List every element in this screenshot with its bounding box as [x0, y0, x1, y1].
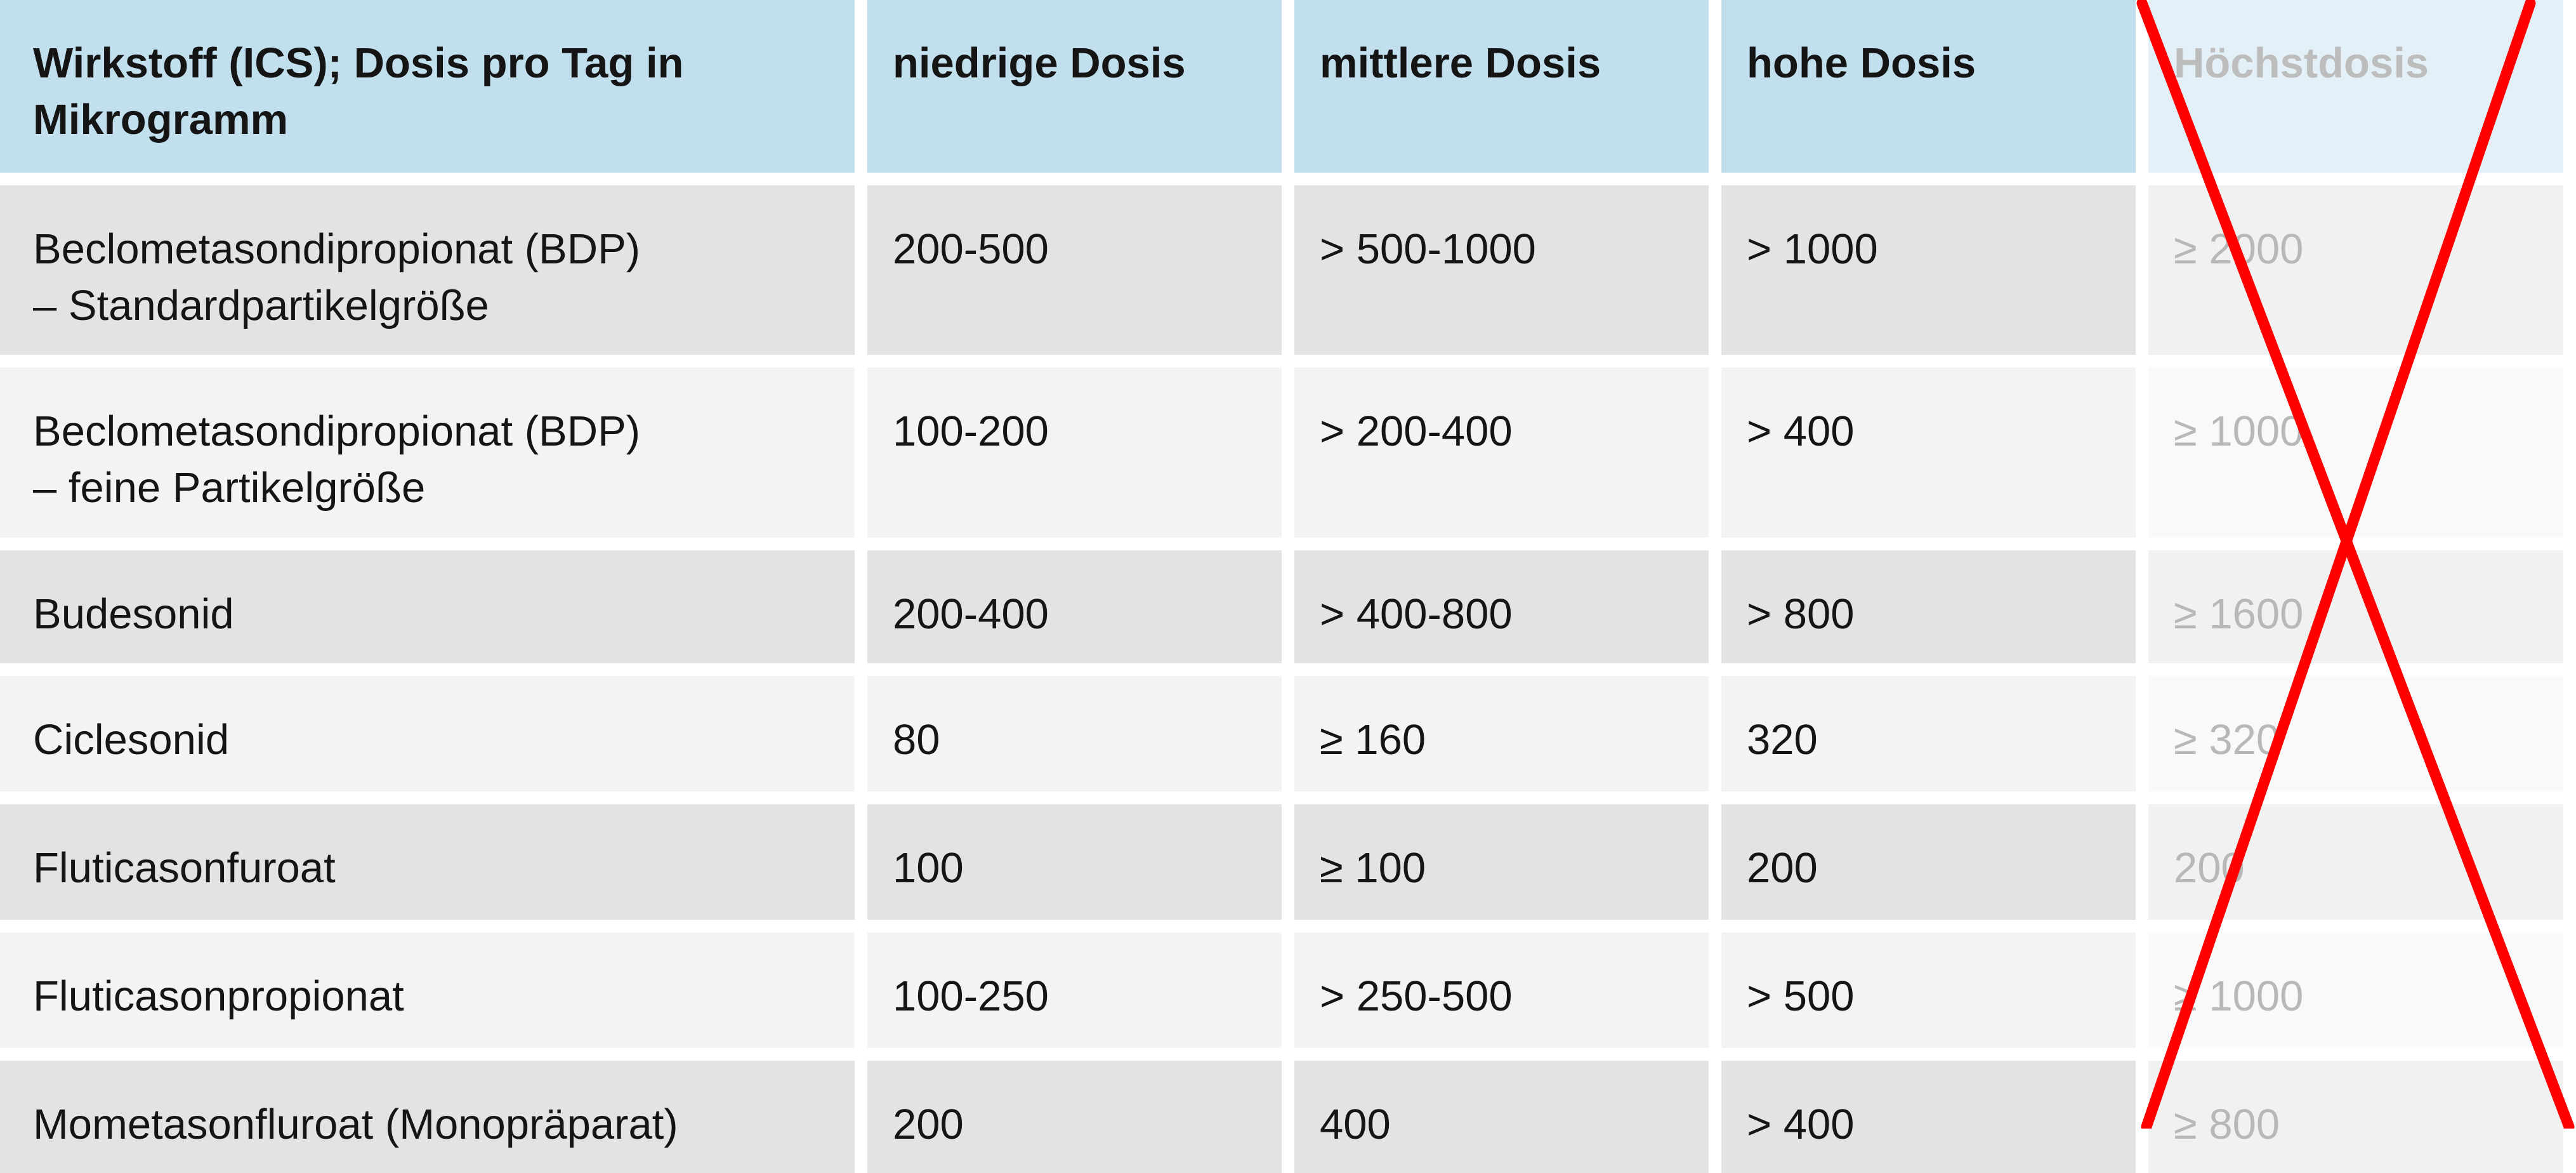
row-1-substance-line1: Beclometasondipropionat (BDP) [33, 225, 641, 273]
row-4-medium: ≥ 160 [1294, 676, 1709, 792]
row-1-medium: > 500-1000 [1294, 185, 1709, 355]
row-7-substance: Mometasonfluroat (Monopräparat) [0, 1061, 855, 1173]
row-1-max: ≥ 2000 [2148, 185, 2563, 355]
row-2-substance: Beclometasondipropionat (BDP) – feine Pa… [0, 368, 855, 538]
row-7-high: > 400 [1721, 1061, 2136, 1173]
row-3-high: > 800 [1721, 550, 2136, 663]
row-2-substance-line2: – feine Partikelgröße [33, 464, 426, 512]
row-2-low: 100-200 [867, 368, 1282, 538]
header-low-dose: niedrige Dosis [867, 0, 1282, 173]
row-1-substance: Beclometasondipropionat (BDP) – Standard… [0, 185, 855, 355]
row-6-high: > 500 [1721, 932, 2136, 1048]
row-7-max: ≥ 800 [2148, 1061, 2563, 1173]
row-4-substance: Ciclesonid [0, 676, 855, 792]
row-2-max: ≥ 1000 [2148, 368, 2563, 538]
header-substance: Wirkstoff (ICS); Dosis pro Tag in Mikrog… [0, 0, 855, 173]
row-5-medium: ≥ 100 [1294, 804, 1709, 920]
row-1-low: 200-500 [867, 185, 1282, 355]
row-3-medium: > 400-800 [1294, 550, 1709, 663]
row-6-max: ≥ 1000 [2148, 932, 2563, 1048]
header-medium-dose: mittlere Dosis [1294, 0, 1709, 173]
row-5-low: 100 [867, 804, 1282, 920]
header-max-dose: Höchstdosis [2148, 0, 2563, 173]
row-2-substance-line1: Beclometasondipropionat (BDP) [33, 408, 641, 455]
row-7-low: 200 [867, 1061, 1282, 1173]
row-1-substance-line2: – Standardpartikelgröße [33, 282, 489, 329]
row-3-max: ≥ 1600 [2148, 550, 2563, 663]
row-7-medium: 400 [1294, 1061, 1709, 1173]
row-4-high: 320 [1721, 676, 2136, 792]
row-4-low: 80 [867, 676, 1282, 792]
row-4-max: ≥ 320 [2148, 676, 2563, 792]
row-6-low: 100-250 [867, 932, 1282, 1048]
row-6-medium: > 250-500 [1294, 932, 1709, 1048]
row-6-substance: Fluticasonpropionat [0, 932, 855, 1048]
row-1-high: > 1000 [1721, 185, 2136, 355]
row-5-high: 200 [1721, 804, 2136, 920]
row-5-max: 200 [2148, 804, 2563, 920]
row-5-substance: Fluticasonfuroat [0, 804, 855, 920]
row-3-low: 200-400 [867, 550, 1282, 663]
header-high-dose: hohe Dosis [1721, 0, 2136, 173]
row-3-substance: Budesonid [0, 550, 855, 663]
row-2-high: > 400 [1721, 368, 2136, 538]
row-2-medium: > 200-400 [1294, 368, 1709, 538]
